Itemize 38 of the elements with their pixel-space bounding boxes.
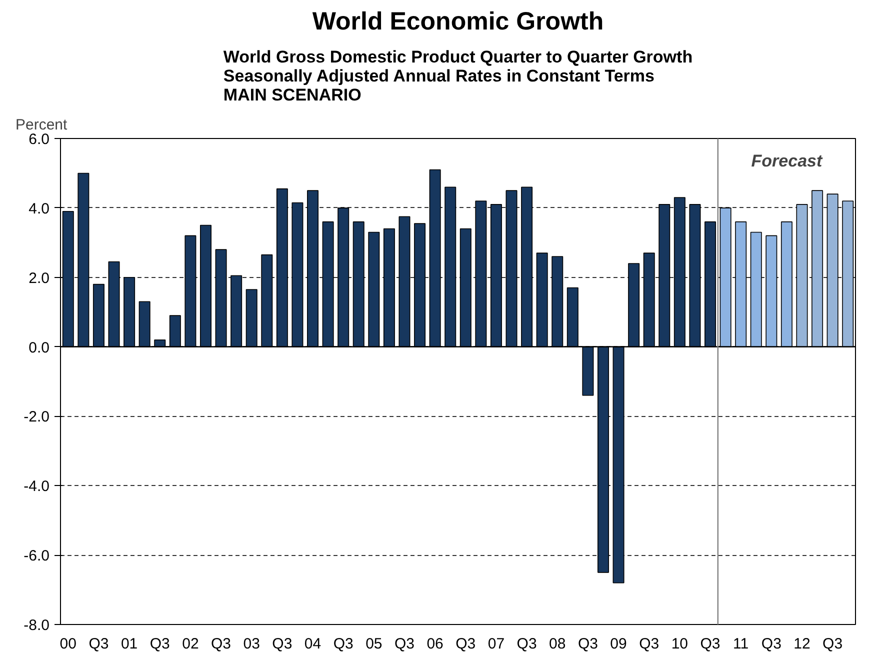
x-tick-label: Q3 <box>456 636 476 652</box>
x-tick-label: Q3 <box>700 636 720 652</box>
x-tick-label: 01 <box>120 636 138 652</box>
y-tick-label: 2.0 <box>28 270 50 287</box>
y-tick-label: 6.0 <box>28 131 50 148</box>
x-tick-label: 06 <box>426 636 444 652</box>
x-tick-label: Q3 <box>272 636 292 652</box>
x-tick-label: 10 <box>671 636 688 652</box>
chart-subtitle: World Gross Domestic Product Quarter to Quarter Growth Seasonally Adjusted Annual Rates in Constant Terms MAIN SCENARIO <box>223 48 693 104</box>
x-tick-label: Q3 <box>150 636 170 652</box>
x-tick-label: 03 <box>243 636 260 652</box>
y-tick-label: -4.0 <box>24 478 50 496</box>
x-tick-label: Q3 <box>761 636 782 652</box>
x-tick-label: 04 <box>304 636 322 652</box>
x-tick-label: 12 <box>794 636 810 652</box>
x-tick-label: 02 <box>182 636 199 652</box>
x-tick-label: Q3 <box>578 636 598 652</box>
x-tick-label: Q3 <box>394 636 414 652</box>
y-tick-label: -2.0 <box>24 408 50 426</box>
x-tick-label: Q3 <box>822 636 843 652</box>
x-tick-label: 11 <box>733 636 749 652</box>
y-tick-label: 4.0 <box>28 200 50 218</box>
x-tick-label: Q3 <box>639 636 660 652</box>
x-tick-label: 08 <box>549 636 566 652</box>
x-tick-label: Q3 <box>333 636 354 652</box>
x-tick-label: Q3 <box>88 636 109 652</box>
x-tick-label: 05 <box>366 636 382 652</box>
chart-title: World Economic Growth <box>312 8 604 36</box>
y-axis-title: Percent <box>16 116 68 134</box>
y-tick-label: -6.0 <box>24 548 50 565</box>
x-tick-label: 09 <box>610 636 627 652</box>
y-tick-label: -8.0 <box>24 617 50 634</box>
ref-line-label: Forecast <box>751 152 824 170</box>
x-tick-label: Q3 <box>516 636 537 652</box>
x-tick-label: Q3 <box>211 636 232 652</box>
y-tick-label: 0.0 <box>28 339 50 356</box>
x-tick-label: 00 <box>60 636 76 652</box>
x-tick-label: 07 <box>488 636 505 652</box>
